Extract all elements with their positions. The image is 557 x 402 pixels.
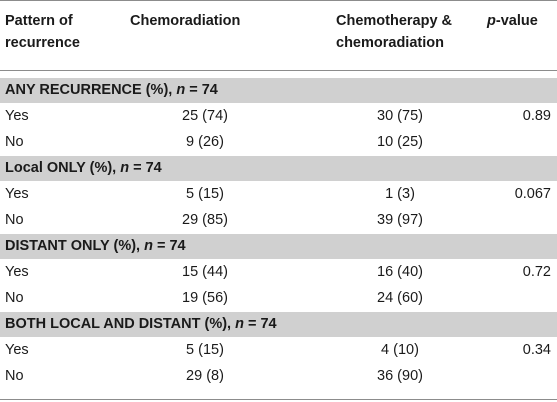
row-label: No	[5, 212, 24, 228]
header-chemotherapy-line1: Chemotherapy &	[336, 13, 453, 29]
cell-chemotherapy-chemoradiation: 1 (3)	[385, 186, 415, 202]
header-chemoradiation: Chemoradiation	[130, 13, 241, 29]
cell-chemotherapy-chemoradiation: 10 (25)	[377, 134, 423, 150]
cell-chemotherapy-chemoradiation: 4 (10)	[381, 342, 419, 358]
cell-chemoradiation: 9 (26)	[186, 134, 224, 150]
row-label: No	[5, 290, 24, 306]
cell-chemoradiation: 15 (44)	[182, 264, 228, 280]
table-row: Yes 5 (15) 1 (3) 0.067	[0, 181, 557, 207]
cell-p-value: 0.067	[514, 186, 551, 202]
header-chemotherapy-chemoradiation: Chemotherapy & chemoradiation	[336, 10, 476, 54]
table-row: Yes 5 (15) 4 (10) 0.34	[0, 337, 557, 363]
row-label: Yes	[5, 186, 29, 202]
section-title-text: Local ONLY (%),	[5, 160, 121, 176]
header-p-rest: -value	[495, 13, 538, 29]
cell-chemotherapy-chemoradiation: 24 (60)	[377, 290, 423, 306]
section-n-value: = 74	[185, 82, 218, 98]
header-p-italic: p	[487, 13, 496, 29]
header-pattern-line2: recurrence	[5, 35, 80, 51]
table-bottom-rule	[0, 399, 557, 400]
section-title-text: DISTANT ONLY (%),	[5, 238, 145, 254]
section-distant-only: DISTANT ONLY (%), n = 74	[0, 234, 557, 259]
table-row: Yes 25 (74) 30 (75) 0.89	[0, 103, 557, 129]
row-label: Yes	[5, 342, 29, 358]
table-row: No 9 (26) 10 (25)	[0, 129, 557, 155]
header-pattern-of-recurrence: Pattern of recurrence	[5, 10, 125, 54]
cell-chemotherapy-chemoradiation: 30 (75)	[377, 108, 423, 124]
section-n-value: = 74	[129, 160, 162, 176]
cell-p-value: 0.34	[522, 342, 551, 358]
cell-chemoradiation: 5 (15)	[186, 342, 224, 358]
cell-chemoradiation: 19 (56)	[182, 290, 228, 306]
cell-chemotherapy-chemoradiation: 16 (40)	[377, 264, 423, 280]
section-n-label: n	[120, 160, 130, 176]
section-title: Local ONLY (%), n = 74	[5, 156, 162, 181]
header-chemotherapy-line2: chemoradiation	[336, 35, 444, 51]
section-both-local-and-distant: BOTH LOCAL AND DISTANT (%), n = 74	[0, 312, 557, 337]
cell-chemoradiation: 29 (8)	[186, 368, 224, 384]
section-title: BOTH LOCAL AND DISTANT (%), n = 74	[5, 312, 277, 337]
cell-chemoradiation: 25 (74)	[182, 108, 228, 124]
section-local-only: Local ONLY (%), n = 74	[0, 156, 557, 181]
table-row: No 29 (85) 39 (97)	[0, 207, 557, 233]
cell-p-value: 0.72	[522, 264, 551, 280]
section-n-label: n	[176, 82, 186, 98]
row-label: No	[5, 134, 24, 150]
section-title: DISTANT ONLY (%), n = 74	[5, 234, 186, 259]
row-label: No	[5, 368, 24, 384]
header-divider	[0, 70, 557, 71]
cell-chemotherapy-chemoradiation: 36 (90)	[377, 368, 423, 384]
table-row: No 19 (56) 24 (60)	[0, 285, 557, 311]
cell-chemotherapy-chemoradiation: 39 (97)	[377, 212, 423, 228]
section-title: ANY RECURRENCE (%), n = 74	[5, 78, 218, 103]
cell-chemoradiation: 5 (15)	[186, 186, 224, 202]
section-n-label: n	[235, 316, 244, 332]
cell-chemoradiation: 29 (85)	[182, 212, 228, 228]
section-title-text: ANY RECURRENCE (%),	[5, 82, 177, 98]
section-n-value: = 74	[243, 316, 277, 332]
table-row: No 29 (8) 36 (90)	[0, 363, 557, 389]
section-title-text: BOTH LOCAL AND DISTANT (%),	[5, 316, 236, 332]
header-pattern-line1: Pattern of	[5, 13, 73, 29]
table-row: Yes 15 (44) 16 (40) 0.72	[0, 259, 557, 285]
section-any-recurrence: ANY RECURRENCE (%), n = 74	[0, 78, 557, 103]
section-n-label: n	[144, 238, 153, 254]
table-header-row: Pattern of recurrence Chemoradiation Che…	[0, 0, 557, 69]
cell-p-value: 0.89	[522, 108, 551, 124]
row-label: Yes	[5, 108, 29, 124]
header-p-value: p-value	[487, 10, 552, 32]
row-label: Yes	[5, 264, 29, 280]
section-n-value: = 74	[152, 238, 186, 254]
